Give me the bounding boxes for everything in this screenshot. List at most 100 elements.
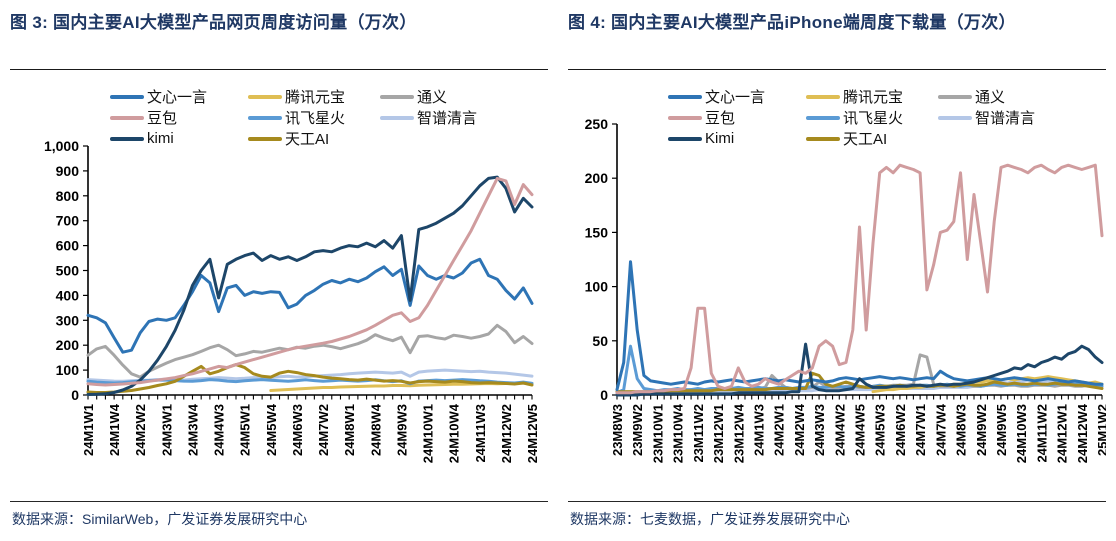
svg-text:500: 500 [56,263,80,279]
legend-swatch [248,136,282,141]
series-line-kimi [86,175,534,396]
svg-text:24M7W1: 24M7W1 [913,404,928,456]
figure3-chart-area: 文心一言 腾讯元宝 通义 豆包 讯飞星火 智谱清言 kimi 天工AI 0 100 200 300 4… [10,70,548,496]
svg-text:24M7W2: 24M7W2 [316,404,331,456]
series-line-文心一言 [86,257,534,354]
legend-label: 腾讯元宝 [285,89,346,106]
svg-text:24M9W3: 24M9W3 [394,404,409,456]
legend-item-智谱清言: 智谱清言 [380,107,530,128]
svg-text:900: 900 [56,163,80,179]
svg-text:23M11W2: 23M11W2 [691,404,706,463]
svg-text:150: 150 [585,224,609,240]
svg-text:24M8W4: 24M8W4 [368,403,383,456]
svg-text:24M7W4: 24M7W4 [933,403,948,456]
svg-text:50: 50 [592,333,608,349]
legend-swatch [110,94,144,99]
svg-text:24M11W2: 24M11W2 [1034,404,1049,463]
figure4-title: 图 4: 国内主要AI大模型产品iPhone端周度下载量（万次） [568,13,1016,32]
figure3-panel: 图 3: 国内主要AI大模型产品网页周度访问量（万次） 文心一言 腾讯元宝 通义豆包… [10,0,548,527]
legend-swatch [806,94,840,99]
series-line-Kimi [615,342,1104,397]
svg-text:250: 250 [585,116,609,132]
svg-text:24M8W1: 24M8W1 [342,404,357,456]
svg-text:100: 100 [56,362,80,378]
figure3-legend: 文心一言 腾讯元宝 通义豆包 讯飞星火 智谱清言 kimi 天工AI [110,86,530,149]
svg-text:24M9W2: 24M9W2 [974,404,989,456]
legend-label: 文心一言 [705,89,766,106]
legend-item-腾讯元宝: 腾讯元宝 [248,86,380,107]
svg-text:24M3W4: 24M3W4 [185,403,200,456]
legend-item-讯飞星火: 讯飞星火 [806,107,938,128]
legend-item-豆包: 豆包 [110,107,248,128]
legend-swatch [806,115,840,120]
svg-text:24M12W4: 24M12W4 [1075,403,1090,463]
legend-label: 天工AI [285,131,330,148]
svg-text:24M4W5: 24M4W5 [853,404,868,456]
series-line-豆包 [86,176,534,387]
figure4-chart-area: 文心一言 腾讯元宝 通义 豆包 讯飞星火 智谱清言 Kimi 天工AI 0 50 100 150 20… [568,70,1106,496]
svg-text:24M5W1: 24M5W1 [238,404,253,456]
svg-text:24M4W2: 24M4W2 [832,404,847,456]
legend-label: 智谱清言 [975,110,1036,127]
svg-text:24M1W3: 24M1W3 [751,404,766,456]
legend-swatch [110,115,144,120]
legend-label: Kimi [705,130,735,147]
svg-text:23M12W4: 23M12W4 [731,403,746,463]
svg-text:24M3W1: 24M3W1 [159,404,174,456]
svg-text:24M10W3: 24M10W3 [1014,404,1029,463]
legend-label: 讯飞星火 [843,110,904,127]
legend-swatch [380,94,414,99]
legend-swatch [380,115,414,120]
legend-item-智谱清言: 智谱清言 [938,107,1088,128]
legend-item-通义: 通义 [380,86,530,107]
svg-text:24M1W4: 24M1W4 [107,403,122,456]
series-line-通义 [86,323,534,379]
legend-swatch [248,115,282,120]
svg-text:24M6W3: 24M6W3 [290,404,305,456]
svg-text:24M10W4: 24M10W4 [447,403,462,463]
legend-label: 通义 [417,89,448,106]
svg-text:23M10W4: 23M10W4 [671,403,686,463]
svg-text:24M2W4: 24M2W4 [792,403,807,456]
legend-label: 天工AI [843,131,888,148]
svg-text:0: 0 [71,387,79,403]
legend-item-通义: 通义 [938,86,1088,107]
svg-text:600: 600 [56,238,80,254]
legend-swatch [110,136,144,141]
figure4-panel: 图 4: 国内主要AI大模型产品iPhone端周度下载量（万次） 文心一言 腾讯元… [558,0,1116,541]
series-line-天工AI [86,363,534,394]
svg-text:700: 700 [56,213,80,229]
svg-text:1,000: 1,000 [44,138,79,154]
legend-item-kimi: kimi [110,128,248,149]
legend-item-腾讯元宝: 腾讯元宝 [806,86,938,107]
legend-swatch [668,115,702,120]
legend-label: kimi [147,130,174,147]
svg-text:23M10W1: 23M10W1 [650,404,665,463]
svg-text:23M12W1: 23M12W1 [711,404,726,463]
legend-item-豆包: 豆包 [668,107,806,128]
figure3-title: 图 3: 国内主要AI大模型产品网页周度访问量（万次） [10,13,417,32]
svg-text:200: 200 [56,337,80,353]
svg-text:24M12W5: 24M12W5 [525,404,540,463]
figure3-line-chart: 0 100 200 300 400 500 600 700 800 900 1,000 24M1W1 2… [44,138,540,463]
svg-text:0: 0 [600,387,608,403]
legend-item-天工AI: 天工AI [806,128,938,149]
legend-item-文心一言: 文心一言 [668,86,806,107]
svg-text:200: 200 [585,170,609,186]
svg-text:300: 300 [56,312,80,328]
series-line-豆包 [615,163,1104,395]
svg-text:24M2W2: 24M2W2 [133,404,148,456]
svg-text:24M6W2: 24M6W2 [893,404,908,456]
legend-item-讯飞星火: 讯飞星火 [248,107,380,128]
svg-text:23M8W3: 23M8W3 [610,404,625,456]
legend-label: 腾讯元宝 [843,89,904,106]
svg-text:24M8W3: 24M8W3 [954,404,969,456]
figure4-line-chart: 0 50 100 150 200 250 23M8W3 23M9W2 23M10W1 23M10W… [585,116,1106,463]
svg-text:24M10W1: 24M10W1 [421,404,436,463]
svg-text:24M9W5: 24M9W5 [994,404,1009,456]
svg-text:25M1W2: 25M1W2 [1095,404,1106,456]
legend-swatch [806,136,840,141]
legend-label: 讯飞星火 [285,110,346,127]
figure3-title-block: 图 3: 国内主要AI大模型产品网页周度访问量（万次） [10,0,548,70]
legend-item-文心一言: 文心一言 [110,86,248,107]
